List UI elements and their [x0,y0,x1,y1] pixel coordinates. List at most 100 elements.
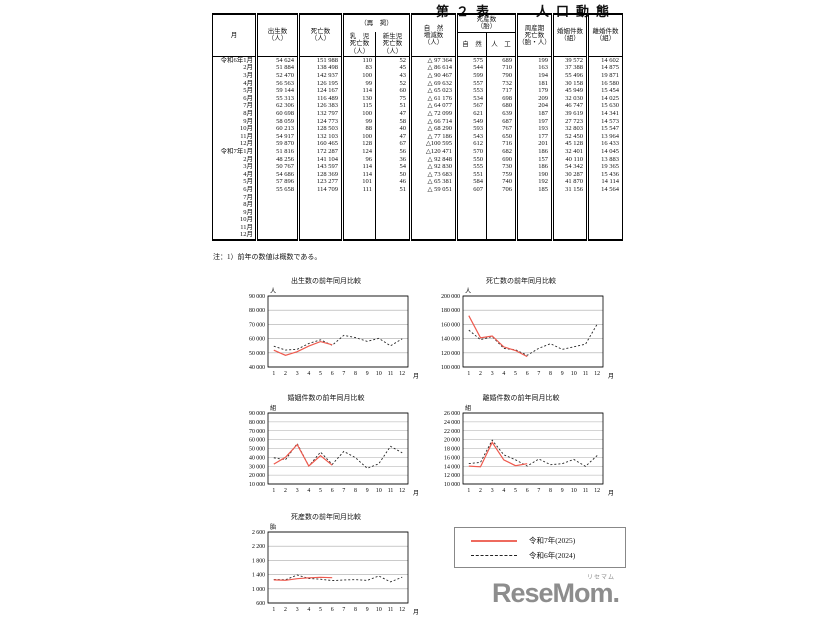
month-label: 6月 [243,94,253,102]
cell: 557 [455,79,487,88]
month-label: 2月 [243,155,253,163]
svg-text:10: 10 [571,488,577,494]
cell: 60 213 [255,125,299,133]
cell [341,216,376,224]
col-infant-deaths: 乳 児 死亡数 （人） [341,32,376,57]
svg-text:10: 10 [571,371,577,377]
cell [515,208,553,217]
cell: △ 73 683 [409,170,457,179]
svg-text:2: 2 [284,371,287,377]
cell: 54 917 [255,132,299,141]
cell: 14 045 [586,147,623,156]
cell: 128 503 [297,125,343,133]
col-births: 出生数 （人） [255,14,299,57]
svg-text:月: 月 [413,490,419,497]
cell: 607 [455,185,487,194]
cell [486,223,517,232]
cell: 132 103 [297,132,343,141]
cell: 52 450 [551,132,588,141]
cell [409,208,457,217]
cell [551,223,588,232]
svg-text:人: 人 [465,288,471,295]
month-label: 6月 [243,185,253,193]
cell: 553 [455,87,487,95]
cell [515,201,553,209]
col-divorces: 離婚件数 （組） [586,14,623,57]
table-body: 令和6年1月 54 624 151 988 110 52 △ 97 364 575 689 19… [213,56,623,241]
cell: 194 [515,72,553,80]
cell: 114 [341,87,376,95]
cell: 124 167 [297,87,343,95]
cell [455,216,487,224]
cell: 124 773 [297,117,343,126]
svg-text:6: 6 [331,488,334,494]
cell: 51 [375,102,411,110]
cell: 50 [375,170,411,179]
cell: 31 156 [551,185,588,194]
cell [551,193,588,202]
svg-text:4: 4 [307,488,310,494]
month-label: 12月 [240,231,253,239]
cell: 209 [515,94,553,103]
month-label: 9月 [243,208,253,216]
svg-text:10 000: 10 000 [444,482,460,488]
col-neonatal-deaths: 新生児 死亡数 （人） [375,32,411,57]
cell: 14 025 [586,94,623,103]
svg-text:80 000: 80 000 [249,308,265,314]
svg-text:60 000: 60 000 [249,438,265,444]
cell: 46 [375,178,411,186]
cell [486,216,517,224]
cell: 132 797 [297,109,343,118]
table-row: 9月 [213,208,623,217]
cell: 163 [515,64,553,73]
cell: 128 [341,140,376,148]
cell [455,231,487,241]
cell: 13 964 [586,132,623,141]
cell: 115 [341,102,376,110]
cell [375,223,411,232]
cell: 584 [455,178,487,186]
cell: 14 875 [586,64,623,73]
table-row: 10月 [213,216,623,224]
cell: 151 988 [297,56,343,65]
cell: 123 277 [297,178,343,186]
cell [486,193,517,202]
cell: 19 365 [586,163,623,171]
svg-text:2: 2 [479,371,482,377]
cell: 716 [486,140,517,148]
cell: 14 602 [586,56,623,65]
cell: 732 [486,79,517,88]
cell: 767 [486,125,517,133]
svg-text:月: 月 [608,373,614,380]
month-label: 5月 [243,87,253,95]
cell [586,208,623,217]
cell: 46 747 [551,102,588,110]
chart-marriages-title: 婚姻件数の前年同月比較 [287,394,365,402]
month-label: 7月 [243,102,253,110]
svg-text:5: 5 [319,607,322,613]
svg-text:9: 9 [561,371,564,377]
cell: 52 470 [255,72,299,80]
svg-text:70 000: 70 000 [249,429,265,435]
month-label: 12月 [240,140,253,148]
svg-text:8: 8 [549,371,552,377]
cell [255,231,299,241]
cell [551,201,588,209]
vital-statistics-table: 月 出生数 （人） 死亡数 （人） （再 掲） 自 然 増減数 （人） 死産数 … [212,13,623,242]
svg-text:9: 9 [366,488,369,494]
cell: 19 871 [586,72,623,80]
cell: 172 287 [297,147,343,156]
cell: 567 [455,102,487,110]
cell: 680 [486,102,517,110]
chart-marriages: 婚姻件数の前年同月比較 10 000 20 000 30 000 40 000 50 0… [230,393,422,498]
cell [551,216,588,224]
cell [297,201,343,209]
cell: 100 [341,109,376,118]
cell [297,231,343,241]
svg-text:9: 9 [366,607,369,613]
svg-text:60 000: 60 000 [249,337,265,343]
svg-text:16 000: 16 000 [444,455,460,461]
cell: 45 128 [551,140,588,148]
cell: △ 59 051 [409,185,457,194]
svg-text:1: 1 [272,607,275,613]
